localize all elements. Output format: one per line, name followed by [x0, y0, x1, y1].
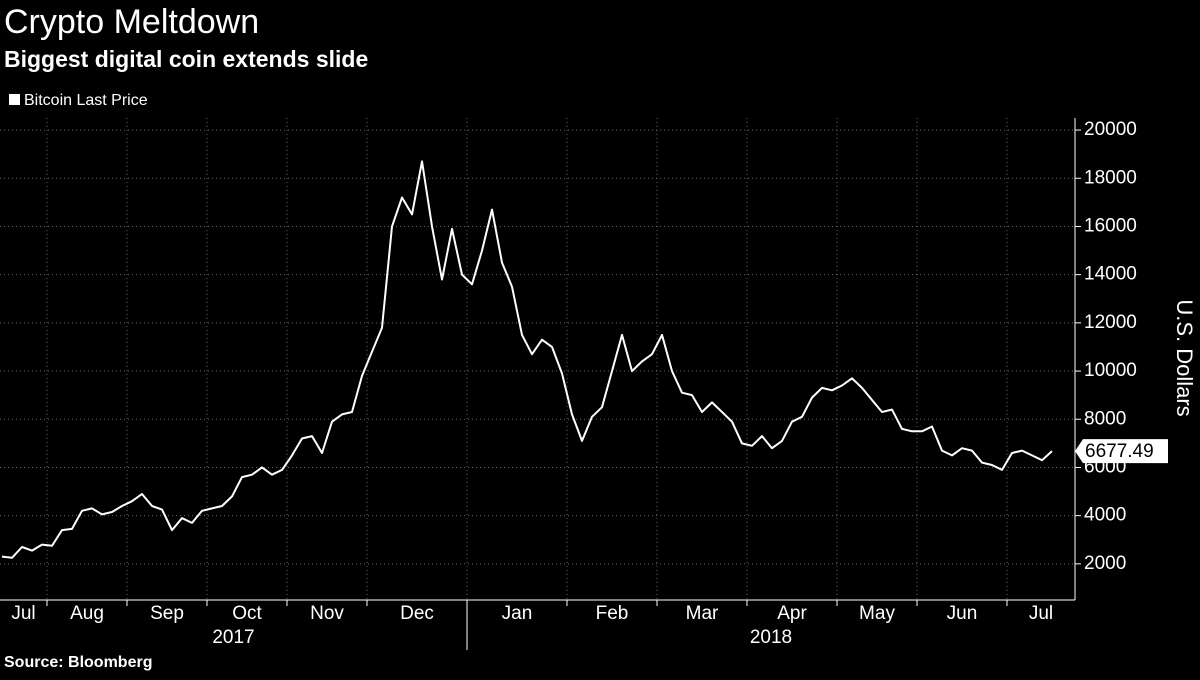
chart-title: Crypto Meltdown	[4, 3, 259, 41]
y-tick-label: 4000	[1084, 505, 1126, 526]
y-tick-label: 12000	[1084, 312, 1137, 333]
x-tick-label: Jun	[947, 603, 978, 624]
x-tick-label: Jan	[502, 603, 533, 624]
source: Source: Bloomberg	[4, 654, 152, 671]
x-tick-label: Nov	[310, 603, 344, 624]
x-tick-label: Sep	[150, 603, 184, 624]
y-tick-label: 20000	[1084, 119, 1137, 140]
last-value-label: 6677.49	[1085, 441, 1154, 462]
last-value-tag	[1075, 439, 1168, 464]
x-tick-label: Jul	[1029, 603, 1053, 624]
chart-subtitle: Biggest digital coin extends slide	[4, 46, 368, 72]
legend-label: Bitcoin Last Price	[24, 92, 148, 109]
y-tick-label: 14000	[1084, 264, 1137, 285]
price-line	[1, 160, 1053, 559]
x-tick-label: Mar	[686, 603, 719, 624]
y-tick-label: 10000	[1084, 360, 1137, 381]
year-label: 2017	[212, 627, 254, 648]
x-tick-label: Apr	[777, 603, 807, 624]
y-axis-label: U.S. Dollars	[1172, 299, 1197, 416]
x-tick-label: Jul	[11, 603, 35, 624]
year-label: 2018	[750, 627, 792, 648]
x-tick-label: Aug	[70, 603, 104, 624]
y-tick-label: 8000	[1084, 408, 1126, 429]
x-tick-label: Dec	[400, 603, 434, 624]
y-tick-label: 2000	[1084, 553, 1126, 574]
legend-swatch	[9, 94, 20, 105]
x-tick-label: Feb	[596, 603, 629, 624]
y-tick-label: 18000	[1084, 167, 1137, 188]
x-tick-label: May	[859, 603, 895, 624]
y-tick-label: 16000	[1084, 215, 1137, 236]
x-tick-label: Oct	[232, 603, 262, 624]
